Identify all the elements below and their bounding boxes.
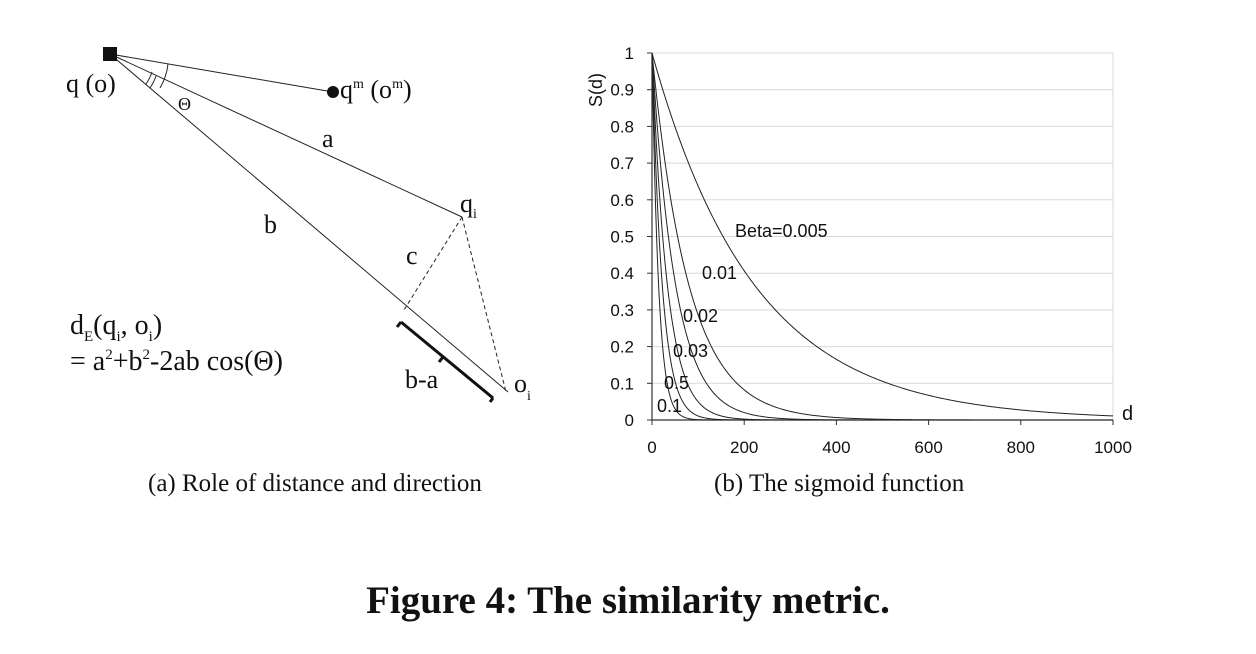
q-square-marker (103, 47, 117, 61)
x-tick-label: 0 (647, 438, 656, 457)
x-tick-label: 600 (914, 438, 942, 457)
label-a: a (322, 124, 334, 153)
chart-gridlines (652, 52, 1114, 420)
y-tick-label: 0.6 (610, 191, 634, 210)
series-label: 0.02 (683, 306, 718, 326)
series-line (651, 52, 1114, 417)
y-tick-label: 1 (625, 44, 634, 63)
label-theta: Θ (178, 94, 191, 114)
line-qi-oi-dashed (461, 216, 507, 393)
line-c-dashed (403, 216, 463, 311)
y-tick-label: 0.1 (610, 374, 634, 393)
x-tick-label: 1000 (1094, 438, 1132, 457)
y-tick-label: 0.8 (610, 117, 634, 136)
chart-axes (647, 52, 1114, 425)
chart-y-axis-label: S(d) (586, 73, 606, 107)
series-label: 0.01 (702, 263, 737, 283)
y-tick-label: 0.5 (610, 228, 634, 247)
chart-series-labels: Beta=0.005 0.01 0.02 0.03 0.5 0.1 (657, 221, 828, 416)
series-label: Beta=0.005 (735, 221, 828, 241)
caption-a: (a) Role of distance and direction (148, 470, 482, 497)
label-oi: oi (514, 369, 531, 404)
line-a (109, 53, 463, 218)
chart-series-lines (651, 52, 1114, 421)
y-tick-label: 0.3 (610, 301, 634, 320)
formula-line-1: dE(qi, oi) (70, 310, 162, 345)
series-label: 0.5 (664, 373, 689, 393)
chart-x-axis-label: d (1122, 403, 1133, 425)
formula-line-2: = a2+b2-2ab cos(Θ) (70, 346, 283, 377)
label-q-o: q (o) (66, 69, 116, 98)
line-q-to-qm (109, 53, 334, 93)
label-b: b (264, 210, 277, 239)
label-qi: qi (460, 189, 477, 222)
caption-b: (b) The sigmoid function (714, 470, 965, 497)
y-tick-label: 0.9 (610, 81, 634, 100)
label-c: c (406, 241, 418, 270)
qm-dot-marker (327, 86, 339, 98)
y-tick-label: 0.7 (610, 154, 634, 173)
series-label: 0.03 (673, 341, 708, 361)
series-label: 0.1 (657, 396, 682, 416)
diagram-geometry (109, 53, 509, 393)
y-tick-label: 0 (625, 411, 634, 430)
chart-x-tick-labels: 0 200 400 600 800 1000 (647, 438, 1132, 457)
series-line (651, 52, 1113, 421)
y-tick-label: 0.2 (610, 338, 634, 357)
label-b-minus-a: b-a (405, 365, 439, 394)
angle-arc-outer (159, 63, 169, 89)
y-tick-label: 0.4 (610, 264, 634, 283)
angle-arc-theta (149, 75, 157, 89)
b-minus-a-bracket (395, 320, 495, 403)
figure-caption: Figure 4: The similarity metric. (366, 579, 890, 622)
x-tick-label: 200 (730, 438, 758, 457)
x-tick-label: 800 (1007, 438, 1035, 457)
sigmoid-chart: 0 0.1 0.2 0.3 0.4 0.5 0.6 0.7 0.8 0.9 1 0 200 400 600… (586, 44, 1133, 457)
angle-arc-inner (145, 71, 153, 85)
line-b (109, 53, 509, 393)
label-qm: qm (om) (340, 75, 412, 104)
chart-y-tick-labels: 0 0.1 0.2 0.3 0.4 0.5 0.6 0.7 0.8 0.9 1 (610, 44, 634, 430)
x-tick-label: 400 (822, 438, 850, 457)
